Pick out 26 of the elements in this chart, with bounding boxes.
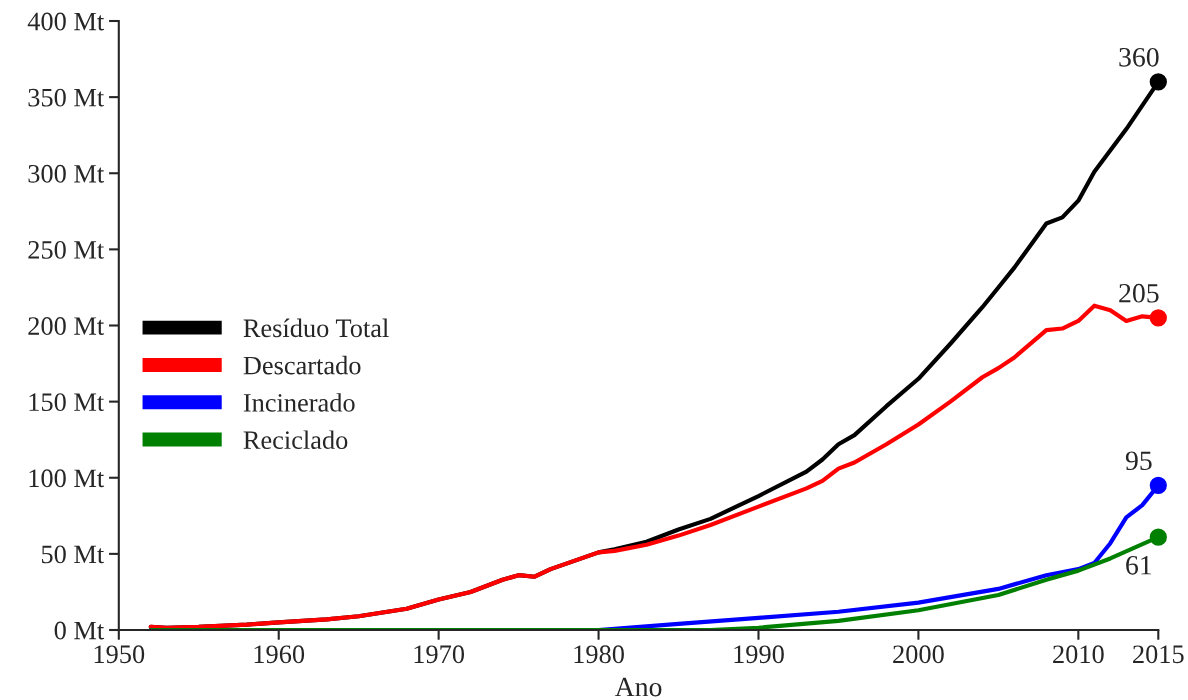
x-tick-label: 2015 [1133,645,1184,664]
x-axis-title: Ano [614,677,662,697]
y-tick-label: 200 Mt [28,317,105,335]
x-tick-label: 1980 [574,645,624,664]
y-tick-label: 300 Mt [28,164,105,183]
x-tick-label: 2010 [1053,645,1104,664]
x-tick-label: 1970 [414,645,465,664]
legend-label: Reciclado [243,430,348,450]
data-label: 360 [1119,47,1159,67]
y-tick-label: 250 Mt [28,240,105,259]
y-tick-label: 0 Mt [54,621,105,640]
y-tick-label: 400 Mt [27,12,105,31]
y-tick-label: 150 Mt [29,393,105,412]
y-tick-label: 350 Mt [28,88,105,107]
x-tick-label: 2000 [893,645,944,664]
data-label: 95 [1125,451,1152,471]
data-label: 61 [1126,555,1152,575]
x-tick-label: 1960 [254,645,305,664]
data-label: 205 [1119,283,1159,303]
x-tick-label: 1990 [734,645,784,664]
legend-label: Resíduo Total [243,318,389,338]
x-tick-label: 1950 [94,645,145,664]
y-tick-label: 100 Mt [29,469,105,488]
y-tick-label: 50 Mt [41,545,105,564]
legend-label: Incinerado [243,393,355,412]
legend-label: Descartado [243,355,361,375]
